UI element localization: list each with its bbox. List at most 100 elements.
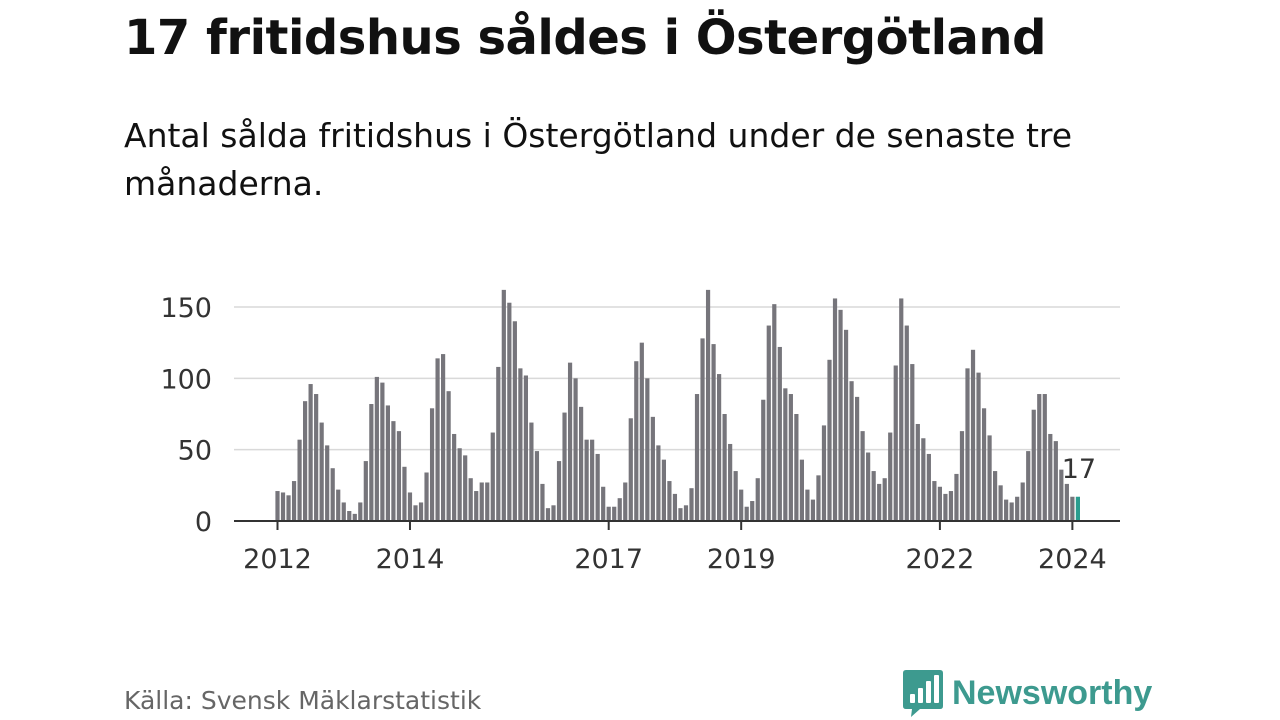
bar	[429, 408, 435, 521]
bar	[308, 384, 313, 521]
bar	[683, 505, 689, 521]
bar	[866, 452, 871, 521]
bar	[330, 468, 335, 521]
bar	[959, 431, 965, 521]
bar	[728, 443, 733, 521]
bar	[545, 508, 551, 521]
bar	[1037, 394, 1042, 521]
bar	[700, 338, 705, 521]
bar-highlight	[1075, 496, 1080, 521]
bar	[899, 298, 904, 521]
bar	[612, 506, 617, 521]
bar	[871, 471, 876, 521]
bar	[970, 349, 976, 521]
bar	[783, 388, 788, 521]
bar	[286, 495, 291, 521]
bar	[474, 491, 479, 521]
bar	[628, 418, 633, 521]
bar	[1031, 409, 1036, 521]
bar	[882, 478, 887, 521]
bar	[441, 354, 446, 521]
bar	[904, 325, 909, 521]
last-value-label: 17	[1062, 454, 1096, 485]
bar	[1064, 483, 1069, 521]
bar	[363, 461, 368, 521]
bar	[981, 408, 987, 521]
bar	[937, 486, 942, 521]
bar	[601, 486, 606, 521]
bar	[645, 378, 650, 521]
bar	[595, 453, 600, 521]
bar	[303, 401, 308, 521]
bar	[932, 481, 937, 521]
bar	[1015, 496, 1020, 521]
x-tick-label: 2024	[1038, 544, 1107, 575]
bar	[744, 506, 749, 521]
bar	[694, 394, 700, 521]
bar	[634, 361, 639, 521]
bar	[485, 482, 490, 521]
bar	[893, 365, 898, 521]
bar	[711, 344, 716, 521]
bar	[1026, 451, 1031, 521]
bar	[832, 298, 838, 521]
bar	[1059, 469, 1064, 521]
bar	[380, 382, 385, 521]
bar	[551, 505, 556, 521]
bar	[717, 374, 722, 521]
bar	[507, 302, 512, 521]
bar	[954, 473, 959, 521]
bar	[943, 493, 948, 521]
bar	[352, 513, 357, 521]
bar	[529, 422, 534, 521]
bar	[490, 432, 495, 521]
bar	[656, 445, 661, 521]
bar	[385, 405, 390, 521]
bar	[468, 478, 473, 521]
bar	[794, 414, 799, 521]
bar	[1048, 433, 1053, 521]
bar	[755, 478, 760, 521]
bar	[413, 505, 418, 521]
bar	[915, 423, 920, 521]
bar	[314, 394, 319, 521]
bar	[1004, 499, 1009, 521]
bar	[341, 502, 346, 521]
bar	[584, 439, 589, 521]
bar	[750, 501, 755, 521]
x-tick-label: 2012	[243, 544, 312, 575]
bar	[297, 439, 302, 521]
bar	[772, 304, 777, 521]
bar	[888, 432, 893, 521]
bar	[849, 381, 854, 521]
bar	[926, 453, 931, 521]
bar	[777, 346, 782, 521]
bar	[518, 368, 523, 521]
bar	[1070, 496, 1075, 521]
bar	[479, 482, 484, 521]
bar	[452, 433, 457, 521]
bar	[512, 321, 517, 521]
bar	[799, 459, 804, 521]
bar	[761, 399, 766, 521]
bar	[722, 414, 727, 521]
bar	[987, 435, 992, 521]
bar	[838, 309, 843, 521]
bar	[667, 481, 672, 521]
bar	[998, 485, 1003, 521]
bar	[407, 492, 413, 521]
bar	[623, 482, 628, 521]
bar	[556, 461, 562, 521]
bar	[678, 508, 683, 521]
bar	[948, 491, 954, 521]
x-tick-label: 2019	[707, 544, 776, 575]
bar	[689, 488, 694, 521]
chart-subtitle: Antal sålda fritidshus i Östergötland un…	[124, 116, 1073, 203]
bar	[501, 289, 506, 521]
bar	[567, 362, 573, 521]
bar	[396, 431, 402, 521]
bar	[358, 502, 363, 521]
bar	[435, 358, 440, 521]
bar	[766, 325, 771, 521]
bar	[336, 489, 341, 521]
